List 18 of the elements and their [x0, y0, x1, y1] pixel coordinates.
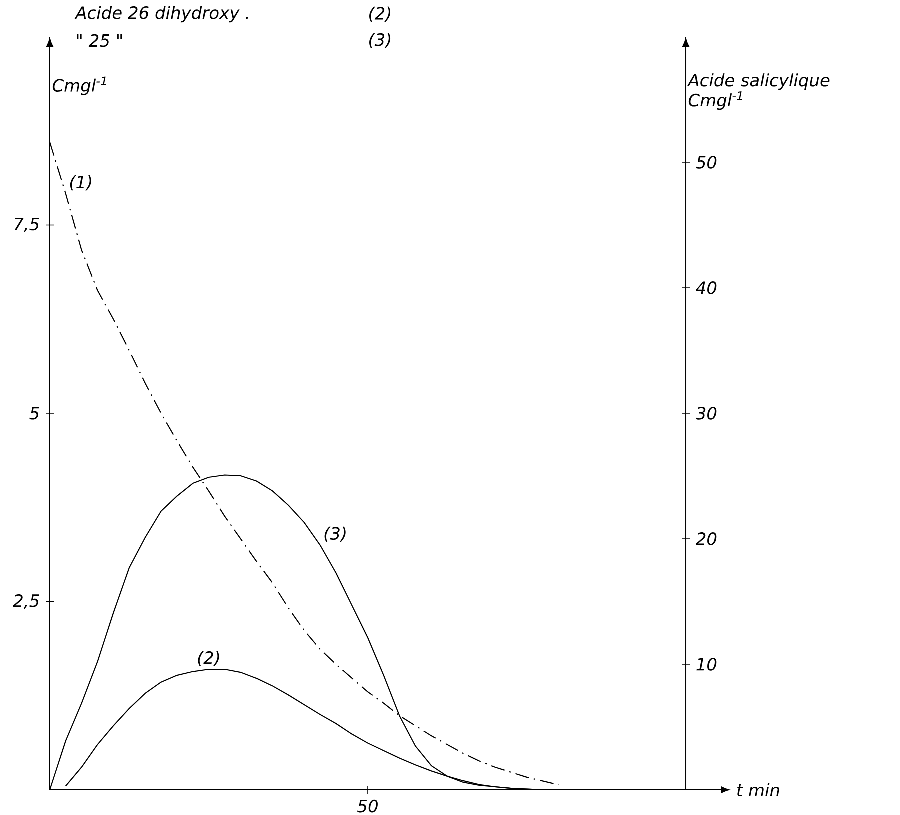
y2-tick-label: 50 [696, 156, 717, 169]
annotation: (3) [370, 33, 391, 48]
x-axis-title: t min [737, 784, 780, 796]
y2-axis-title: Acide salicylique Cmgl$^{-1}$ [687, 74, 830, 110]
y2-tick-label: 20 [696, 532, 717, 546]
y-tick-label: 5 [30, 407, 40, 420]
y-axis-title: Cmgl$^{-1}$ [52, 76, 106, 96]
annotation: " 25 " [77, 34, 122, 48]
y-tick-label: 2,5 [13, 594, 40, 610]
y2-tick-label: 40 [696, 282, 717, 294]
y2-tick-label: 10 [696, 658, 717, 671]
text: Acide 26 dihydroxy . [74, 6, 248, 23]
series-label: (2) [198, 651, 220, 666]
y2-tick-label: 30 [696, 407, 717, 420]
text: (2) [370, 6, 391, 22]
series-label: (3) [324, 526, 346, 542]
y-tick-label: 7,5 [14, 218, 40, 232]
series-label: (1) [70, 176, 92, 191]
